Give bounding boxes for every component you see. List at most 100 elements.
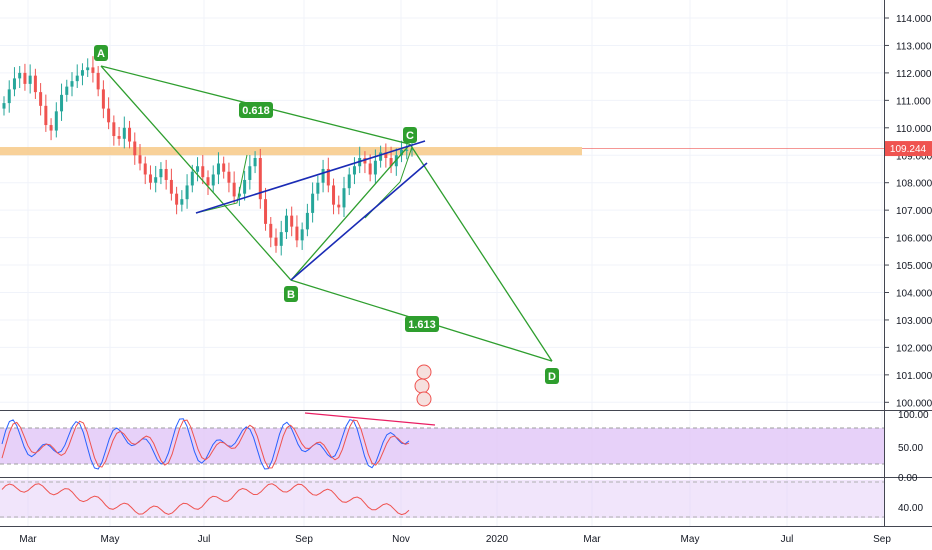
candle-body <box>290 215 294 227</box>
stochastic-d-line <box>1 419 410 469</box>
candle-body <box>65 86 69 95</box>
candle-body <box>253 157 257 167</box>
price-tick-label: 110.000 <box>896 124 932 135</box>
candle-body <box>96 72 100 90</box>
price-tick-label: 108.000 <box>896 179 932 190</box>
price-tick-label: 109.000 <box>896 151 932 162</box>
time-tick-label: May <box>101 534 120 545</box>
candle-body <box>159 168 163 178</box>
price-tick-label: 102.000 <box>896 343 932 354</box>
candle-body <box>49 125 53 131</box>
rsi-band <box>0 480 884 518</box>
candle-body <box>363 157 367 164</box>
current-price-tag: 109.244 <box>885 141 932 157</box>
time-tick-label: Jul <box>781 534 794 545</box>
candle-body <box>284 215 288 233</box>
candle-body <box>2 103 6 109</box>
price-tick-label: 113.000 <box>896 41 932 52</box>
candle-body <box>337 204 341 208</box>
candle-body <box>196 166 200 172</box>
candle-body <box>201 166 205 178</box>
candle-body <box>154 177 158 183</box>
point-label-d: D <box>548 371 556 383</box>
candle-body <box>248 166 252 180</box>
candle-body <box>169 179 173 194</box>
point-badge-b: B <box>284 286 298 302</box>
candle-body <box>91 67 95 73</box>
candle-body <box>216 163 220 175</box>
stochastic-tick-100: 100.00 <box>898 410 929 421</box>
candle-body <box>164 168 168 180</box>
price-axis: 114.000 113.000 112.000 111.000 110.000 109.0… <box>884 14 932 409</box>
channel-upper-line <box>195 140 426 214</box>
candle-body <box>70 81 74 87</box>
candle-body <box>373 160 377 175</box>
pattern-leg-bc <box>290 143 411 281</box>
candle-body <box>23 72 27 84</box>
candle-body <box>44 105 48 126</box>
rsi-line <box>1 483 410 516</box>
point-badge-c: C <box>403 127 417 143</box>
candle-body <box>279 232 283 246</box>
time-tick-label: Mar <box>19 534 37 545</box>
candle-body <box>274 237 278 246</box>
candle-body <box>185 185 189 200</box>
candle-body <box>316 182 320 194</box>
candle-body <box>384 152 388 158</box>
candle-body <box>206 177 210 186</box>
stochastic-tick-0: 0.00 <box>898 473 918 484</box>
candle-body <box>232 182 236 197</box>
candle-body <box>237 193 241 197</box>
price-tick-label: 106.000 <box>896 234 932 245</box>
candle-body <box>60 94 64 112</box>
candle-body <box>122 127 126 139</box>
rsi-tick-40: 40.00 <box>898 503 923 514</box>
time-tick-label: Nov <box>392 534 410 545</box>
candle-body <box>7 89 11 104</box>
candle-body <box>342 188 346 208</box>
candle-body <box>80 70 84 76</box>
candle-body <box>101 89 105 109</box>
time-axis: Mar May Jul Sep Nov 2020 Mar May Jul Sep <box>19 534 891 545</box>
candle-body <box>12 78 16 90</box>
candle-body <box>243 179 247 194</box>
ratio-badge-0618: 0.618 <box>239 102 273 118</box>
candle-body <box>389 157 393 167</box>
time-tick-label: Sep <box>873 534 891 545</box>
main-pane <box>0 0 884 410</box>
candle-body <box>295 226 299 241</box>
time-tick-label: Mar <box>583 534 601 545</box>
stochastic-divergence-line <box>304 412 436 426</box>
candle-body <box>18 72 22 79</box>
candle-body <box>211 174 215 186</box>
candle-body <box>400 149 404 156</box>
candle-body <box>143 163 147 175</box>
candle-body <box>326 168 330 186</box>
time-tick-label: 2020 <box>486 534 509 545</box>
event-flag-icon <box>416 364 432 380</box>
candle-body <box>222 163 226 172</box>
candle-body <box>138 155 142 164</box>
price-tick-label: 111.000 <box>896 96 931 107</box>
candle-body <box>28 75 32 84</box>
candle-body <box>175 193 179 205</box>
candle-body <box>368 163 372 175</box>
price-tick-label: 107.000 <box>896 206 932 217</box>
event-markers[interactable] <box>414 364 432 407</box>
stochastic-axis: 100.00 50.00 0.00 <box>898 410 929 484</box>
point-badge-d: D <box>545 368 559 384</box>
time-tick-label: Jul <box>198 534 211 545</box>
candle-body <box>269 223 273 238</box>
pattern-leg-ab <box>100 65 292 281</box>
time-tick-label: May <box>681 534 700 545</box>
price-tick-label: 105.000 <box>896 261 932 272</box>
candle-body <box>86 67 90 71</box>
price-tick-label: 103.000 <box>896 316 932 327</box>
point-label-a: A <box>97 48 105 60</box>
candle-body <box>54 111 58 131</box>
candle-body <box>39 92 43 106</box>
stochastic-tick-50: 50.00 <box>898 443 923 454</box>
candle-body <box>300 229 304 241</box>
ratio-label-1613: 1.613 <box>408 319 436 331</box>
